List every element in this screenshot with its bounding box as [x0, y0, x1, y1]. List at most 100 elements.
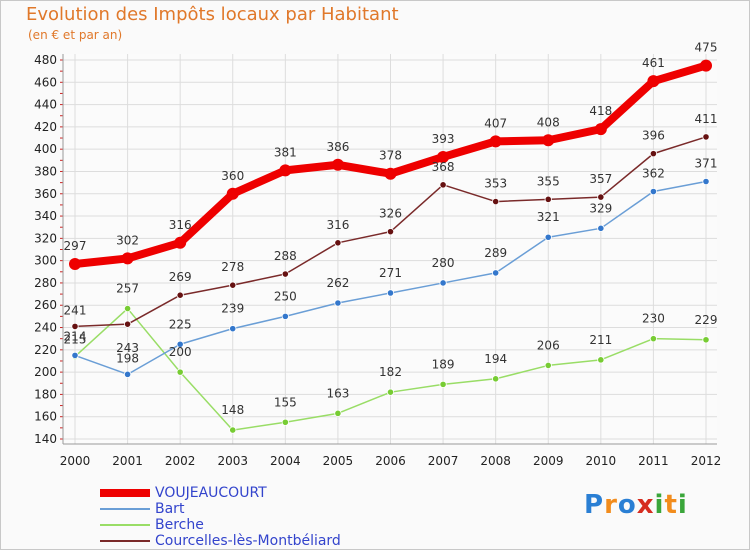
data-point: [544, 361, 552, 370]
data-point: [229, 281, 237, 289]
data-labels: 214 257 200 148 155 163 182 189 194 206 211 230 229 2…: [64, 41, 718, 418]
logo-letter: r: [604, 490, 618, 520]
data-point: [702, 133, 710, 141]
legend-swatch: [100, 508, 150, 510]
data-label: 206: [537, 338, 560, 352]
x-tick-label: 2011: [638, 454, 669, 468]
x-tick-label: 2007: [428, 454, 459, 468]
logo-letter: i: [654, 490, 665, 520]
logo-letter: t: [664, 490, 678, 520]
data-label: 378: [379, 149, 402, 163]
data-label: 257: [116, 282, 139, 296]
chart-subtitle: (en € et par an): [28, 28, 123, 42]
data-point: [439, 380, 447, 388]
data-point: [649, 150, 658, 158]
axes: 140 160 180 200 220 240 260 280 300 320 340 360 380 4…: [34, 53, 721, 468]
y-tick-label: 240: [34, 321, 57, 335]
data-point: [334, 409, 342, 417]
data-point: [489, 135, 502, 148]
data-label: 241: [64, 303, 87, 317]
data-point: [334, 299, 342, 307]
data-point: [334, 239, 342, 247]
proxiti-logo: Proxiti: [584, 490, 688, 520]
x-tick-label: 2008: [480, 454, 511, 468]
x-tick-label: 2001: [112, 454, 143, 468]
y-tick-label: 300: [34, 254, 57, 268]
data-label: 329: [589, 201, 612, 215]
x-tick-label: 2006: [375, 454, 406, 468]
data-label: 316: [326, 218, 349, 232]
data-point: [229, 325, 237, 333]
data-point: [492, 269, 500, 277]
y-tick-label: 280: [34, 276, 57, 290]
data-point: [647, 75, 660, 88]
y-tick-label: 140: [34, 432, 57, 446]
data-label: 357: [589, 172, 612, 186]
data-label: 250: [274, 289, 297, 303]
y-tick-label: 320: [34, 231, 57, 245]
data-point: [123, 320, 132, 328]
data-point: [492, 375, 500, 383]
data-point: [386, 228, 395, 236]
data-label: 396: [642, 129, 665, 143]
data-label: 280: [432, 256, 455, 270]
legend-swatch: [100, 489, 150, 497]
data-point: [123, 370, 132, 378]
data-point: [384, 167, 397, 180]
logo-letter: i: [677, 490, 688, 520]
data-point: [176, 368, 184, 376]
data-point: [544, 233, 552, 241]
data-label: 289: [484, 246, 507, 260]
data-label: 243: [116, 341, 139, 355]
x-tick-label: 2002: [165, 454, 196, 468]
data-point: [226, 187, 239, 200]
data-point: [437, 150, 450, 163]
y-tick-label: 380: [34, 164, 57, 178]
data-label: 211: [589, 333, 612, 347]
data-point: [439, 181, 447, 189]
x-tick-label: 2005: [323, 454, 354, 468]
data-label: 461: [642, 56, 665, 70]
data-point: [597, 224, 605, 232]
legend-label: Bart: [155, 501, 185, 517]
y-tick-label: 220: [34, 343, 57, 357]
data-label: 408: [537, 115, 560, 129]
data-point: [594, 123, 607, 136]
y-tick-label: 360: [34, 187, 57, 201]
data-label: 200: [169, 345, 192, 359]
data-label: 353: [484, 177, 507, 191]
legend-swatch: [100, 524, 150, 526]
data-point: [176, 291, 184, 299]
y-tick-label: 340: [34, 209, 57, 223]
data-point: [121, 252, 134, 265]
data-label: 355: [537, 174, 560, 188]
legend-label: Berche: [155, 517, 204, 533]
data-label: 262: [326, 276, 349, 290]
data-point: [123, 304, 132, 313]
data-point: [544, 195, 552, 203]
data-label: 362: [642, 167, 665, 181]
y-tick-label: 440: [34, 98, 57, 112]
data-point: [649, 335, 658, 343]
x-tick-label: 2012: [691, 454, 722, 468]
data-point: [439, 279, 447, 287]
x-tick-label: 2009: [533, 454, 564, 468]
legend-label: VOUJEAUCOURT: [155, 485, 267, 501]
data-label: 411: [695, 112, 718, 126]
data-point: [281, 270, 289, 278]
data-label: 393: [432, 132, 455, 146]
logo-letter: x: [636, 490, 655, 520]
data-label: 297: [64, 239, 87, 253]
y-tick-label: 260: [34, 298, 57, 312]
data-label: 214: [64, 330, 87, 344]
x-tick-label: 2000: [60, 454, 91, 468]
legend-swatch: [100, 540, 150, 542]
data-point: [71, 351, 79, 359]
x-tick-label: 2003: [217, 454, 248, 468]
data-label: 316: [169, 218, 192, 232]
y-tick-label: 400: [34, 142, 57, 156]
data-label: 381: [274, 145, 297, 159]
data-point: [386, 289, 395, 297]
data-label: 269: [169, 270, 192, 284]
